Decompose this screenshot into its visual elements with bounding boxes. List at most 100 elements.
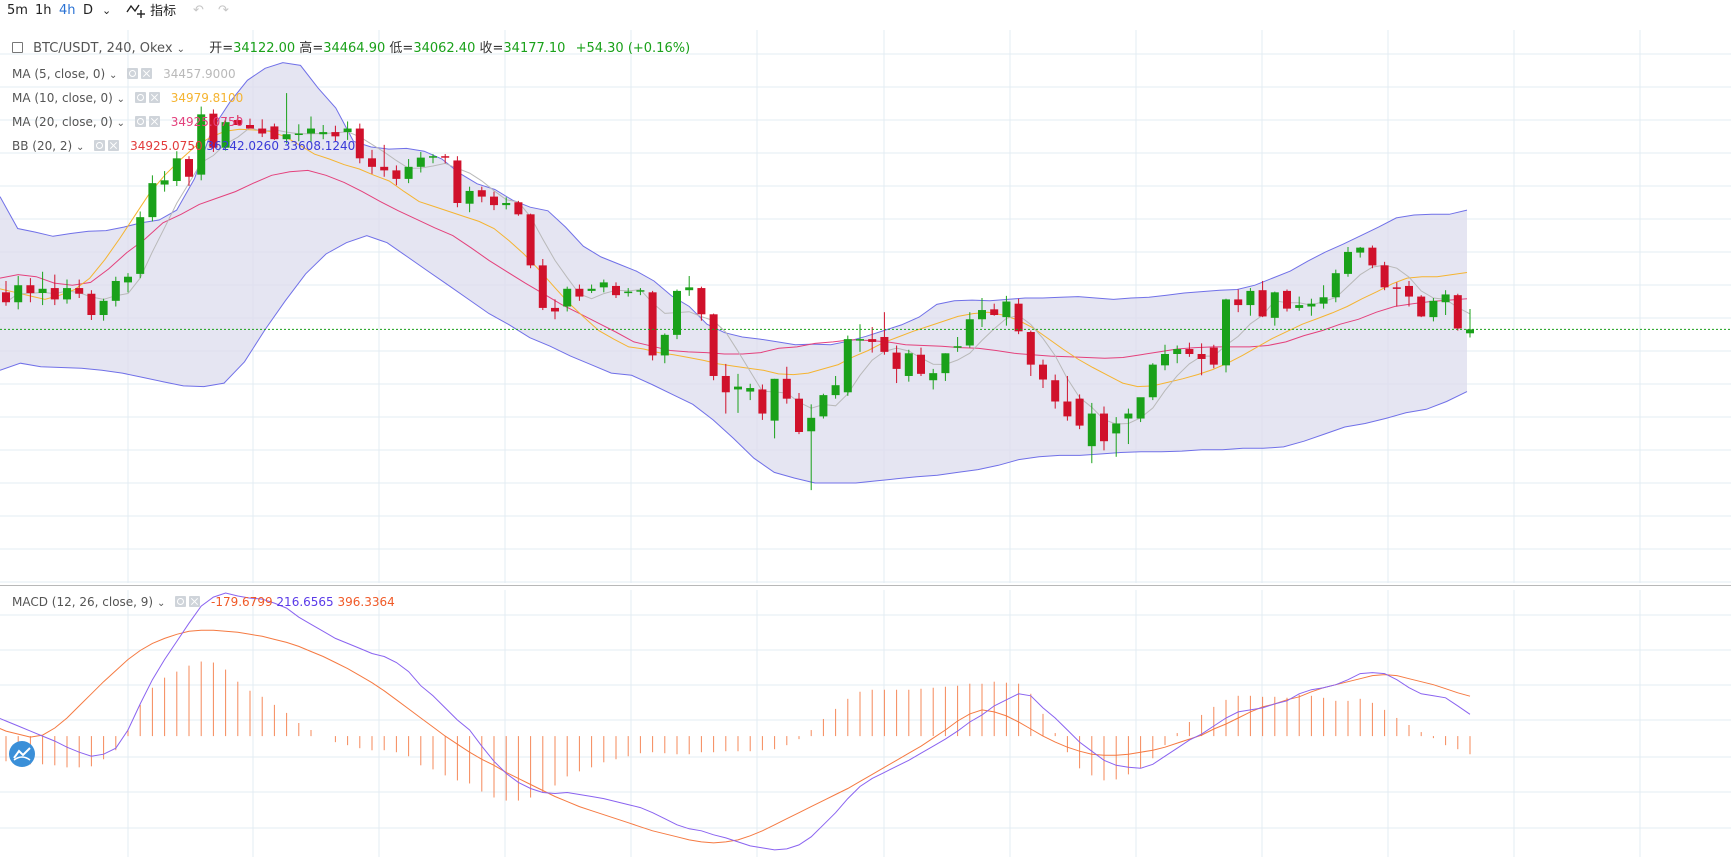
candle	[868, 327, 877, 353]
candle	[319, 125, 328, 140]
candle-body	[624, 291, 633, 294]
ma10-name[interactable]: MA (10, close, 0)	[12, 91, 113, 105]
ma20-dropdown-icon[interactable]: ⌄	[116, 118, 126, 129]
ma10-dropdown-icon[interactable]: ⌄	[116, 94, 126, 105]
candle	[282, 93, 291, 144]
collapse-icon[interactable]	[12, 42, 23, 53]
candle-body	[355, 128, 364, 159]
bb-legend: BB (20, 2) ⌄ 34925.0750 36242.0260 33608…	[12, 138, 355, 156]
candle	[636, 288, 645, 296]
macd-hist-value: -179.6799	[211, 595, 273, 609]
candle-body	[1344, 251, 1352, 274]
candle-body	[38, 288, 47, 294]
candle-body	[209, 113, 218, 148]
candle-body	[197, 114, 206, 175]
candle-body	[807, 417, 816, 432]
macd-dropdown-icon[interactable]: ⌄	[156, 598, 166, 609]
candle	[1051, 374, 1060, 409]
redo-icon[interactable]: ↷	[218, 3, 229, 18]
macd-lines	[0, 592, 1471, 851]
candle-body	[526, 214, 535, 266]
candle	[490, 191, 498, 211]
candle	[758, 384, 767, 420]
bollinger-upper-line	[0, 62, 1468, 346]
bb-visibility-icon[interactable]	[94, 140, 106, 151]
candle	[856, 324, 864, 352]
candle-body	[111, 280, 120, 301]
candle	[1307, 298, 1316, 316]
candle	[136, 211, 145, 279]
candle	[551, 299, 559, 320]
ma20-value: 34925.0750	[170, 115, 244, 129]
ohlc-readout: 开=34122.00 高=34464.90 低=34062.40 收=34177…	[209, 41, 691, 56]
candle	[50, 274, 59, 306]
ma10-remove-icon[interactable]	[148, 92, 160, 103]
open-label: 开	[209, 41, 223, 56]
app-logo-icon[interactable]	[9, 741, 35, 767]
candle-body	[514, 202, 523, 215]
ma5-dropdown-icon[interactable]: ⌄	[109, 70, 118, 81]
interval-4h-button[interactable]: 4h	[59, 3, 76, 18]
candle-body	[294, 133, 303, 136]
ma5-visibility-icon[interactable]	[127, 68, 139, 79]
candle	[1295, 296, 1304, 311]
ma5-name[interactable]: MA (5, close, 0)	[12, 67, 106, 81]
interval-1h-button[interactable]: 1h	[35, 3, 52, 18]
ma20-remove-icon[interactable]	[148, 116, 160, 127]
bb-name[interactable]: BB (20, 2)	[12, 139, 73, 153]
candle-body	[1222, 299, 1230, 366]
candle	[660, 333, 669, 364]
candle-body	[587, 288, 596, 291]
candle-body	[1136, 397, 1145, 419]
macd-legend: MACD (12, 26, close, 9) ⌄ -179.6799 216.…	[12, 594, 395, 612]
candle	[1331, 269, 1340, 303]
bb-remove-icon[interactable]	[108, 140, 120, 151]
macd-visibility-icon[interactable]	[175, 596, 187, 607]
candle-body	[1209, 347, 1218, 365]
candle	[1368, 245, 1377, 269]
candles	[2, 93, 1474, 491]
ma10-visibility-icon[interactable]	[134, 92, 146, 103]
symbol-dropdown-icon[interactable]: ⌄	[176, 44, 186, 55]
ma10-legend: MA (10, close, 0) ⌄ 34979.8100	[12, 90, 243, 108]
indicators-button[interactable]: 指标	[126, 2, 176, 21]
candle	[1136, 397, 1145, 423]
candle-body	[880, 336, 889, 352]
candle	[343, 121, 352, 140]
bb-dropdown-icon[interactable]: ⌄	[76, 142, 85, 153]
candle-body	[929, 373, 938, 381]
ma20-name[interactable]: MA (20, close, 0)	[12, 115, 113, 129]
interval-5m-button[interactable]: 5m	[7, 3, 28, 18]
candle-body	[1270, 292, 1279, 318]
candle-body	[502, 202, 511, 206]
candle	[221, 117, 230, 151]
interval-d-button[interactable]: D	[83, 3, 94, 18]
candle	[172, 151, 181, 186]
candle-body	[1429, 300, 1438, 318]
candle	[673, 289, 681, 340]
candle	[1417, 295, 1426, 318]
macd-name[interactable]: MACD (12, 26, close, 9)	[12, 595, 154, 609]
candle	[1063, 375, 1072, 421]
candle	[782, 366, 791, 404]
candle-body	[1258, 290, 1267, 317]
interval-dropdown-icon[interactable]: ⌄	[102, 4, 112, 17]
macd-remove-icon[interactable]	[189, 596, 201, 607]
symbol-label[interactable]: BTC/USDT, 240, Okex	[33, 41, 173, 56]
candle	[1429, 297, 1438, 322]
candle-body	[953, 346, 962, 348]
candle-body	[1185, 349, 1194, 355]
candle-body	[1002, 301, 1011, 318]
toolbar: 5m 1h 4h D ⌄ 指标 ↶ ↷	[0, 0, 1731, 24]
low-label: 低	[389, 41, 403, 56]
candle	[721, 363, 730, 414]
ma5-remove-icon[interactable]	[141, 68, 153, 79]
candle	[819, 393, 828, 419]
undo-icon[interactable]: ↶	[193, 3, 204, 18]
ma20-visibility-icon[interactable]	[134, 116, 146, 127]
candle-body	[1466, 329, 1474, 334]
bb-upper-value: 36242.0260	[206, 139, 279, 153]
candle	[1319, 285, 1328, 309]
candle	[246, 118, 254, 129]
